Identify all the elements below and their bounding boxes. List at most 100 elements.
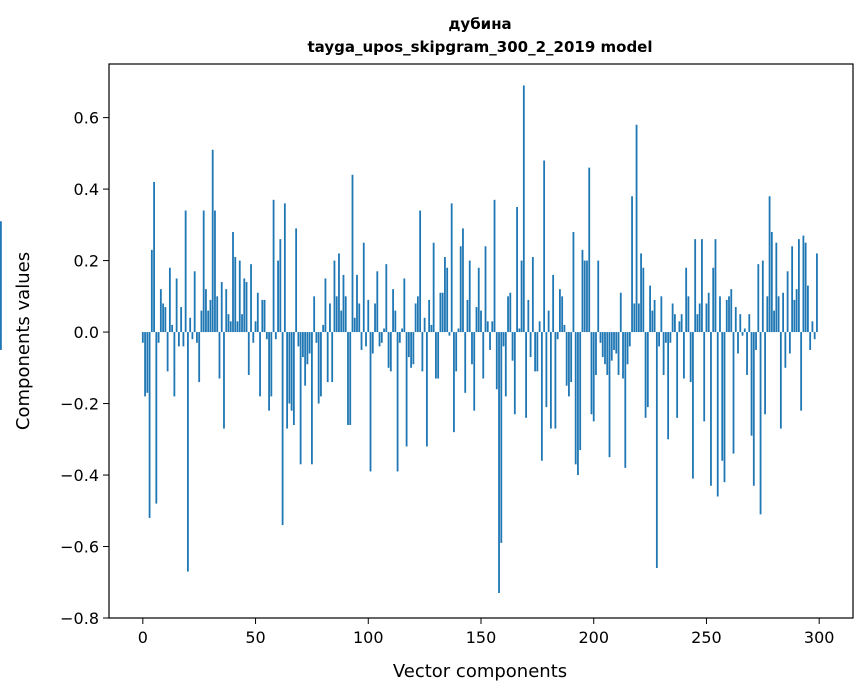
- bar-35: [220, 282, 223, 333]
- bar-153: [486, 321, 489, 333]
- bar-160: [502, 332, 505, 347]
- bar-188: [565, 332, 568, 386]
- bar-114: [398, 332, 401, 343]
- bar-109: [387, 332, 390, 368]
- bar-210: [615, 332, 618, 354]
- bar-56: [268, 332, 270, 411]
- bar-47: [247, 332, 250, 375]
- bar-94: [353, 317, 356, 333]
- bar-293: [802, 235, 805, 333]
- x-tick-label: 0: [138, 628, 148, 647]
- bar-274: [759, 332, 762, 515]
- bar-39: [229, 321, 232, 333]
- bar-138: [453, 332, 455, 433]
- bar-5: [153, 181, 155, 333]
- bar-191: [572, 231, 575, 333]
- bar-12: [168, 267, 171, 333]
- bar-110: [389, 332, 392, 372]
- bar-164: [511, 332, 514, 361]
- bar-29: [207, 310, 210, 333]
- bar-100: [367, 299, 370, 333]
- bar-225: [649, 285, 651, 333]
- bar-89: [342, 274, 345, 333]
- bar-81: [324, 278, 327, 333]
- bar-54: [263, 299, 266, 333]
- bar-76: [313, 296, 316, 333]
- bar-71: [301, 332, 304, 358]
- bar-253: [712, 267, 715, 333]
- bar-265: [739, 314, 742, 333]
- bar-168: [520, 260, 523, 333]
- bar-112: [394, 310, 397, 333]
- bar-187: [563, 324, 566, 333]
- bar-170: [525, 332, 527, 418]
- bar-25: [198, 332, 201, 383]
- bar-224: [646, 332, 649, 408]
- x-tick-label: 100: [353, 628, 384, 647]
- bar-201: [595, 332, 597, 375]
- bar-50: [254, 321, 257, 333]
- bar-120: [412, 332, 415, 365]
- bar-147: [473, 332, 476, 411]
- bar-200: [592, 332, 595, 422]
- bar-214: [624, 332, 627, 468]
- bar-59: [274, 332, 277, 340]
- bar-205: [604, 332, 606, 365]
- bar-272: [755, 332, 757, 350]
- y-tick-label: −0.2: [60, 395, 99, 414]
- x-tick-label: 50: [245, 628, 265, 647]
- bar-45: [243, 278, 246, 333]
- bar-257: [721, 332, 724, 461]
- bar-135: [446, 267, 449, 333]
- bar-52: [259, 332, 261, 397]
- bar-254: [714, 239, 717, 333]
- bar-245: [694, 239, 697, 333]
- x-tick-label: 250: [691, 628, 722, 647]
- bar-139: [455, 332, 458, 372]
- bar-84: [331, 332, 334, 383]
- bar-121: [414, 303, 417, 333]
- bar-259: [725, 299, 728, 333]
- bar-199: [590, 332, 593, 415]
- bar-3: [148, 332, 151, 518]
- bar-117: [405, 332, 408, 447]
- bar-215: [626, 332, 629, 365]
- bar-275: [761, 260, 764, 333]
- bar-28: [205, 289, 207, 333]
- x-tick-label: 300: [804, 628, 835, 647]
- bar-111: [392, 289, 394, 333]
- x-tick-label: 200: [578, 628, 609, 647]
- bar-9: [162, 303, 165, 333]
- bar-38: [227, 314, 230, 333]
- bar-268: [746, 332, 748, 375]
- bar-256: [719, 296, 721, 333]
- bar-207: [608, 332, 611, 458]
- bar-115: [401, 328, 403, 333]
- bar-269: [748, 314, 751, 333]
- bar-34: [218, 332, 221, 379]
- bar-285: [784, 332, 787, 368]
- bar-31: [211, 149, 214, 333]
- bar-182: [552, 274, 555, 333]
- bar-69: [297, 332, 300, 347]
- bar-86: [335, 296, 338, 333]
- bar-87: [338, 253, 340, 333]
- chart-subtitle: tayga_upos_skipgram_300_2_2019 model: [308, 38, 653, 56]
- bar-197: [586, 260, 588, 333]
- bar-237: [676, 332, 679, 418]
- bar-221: [640, 253, 642, 333]
- bar-193: [577, 332, 579, 476]
- bar-4: [150, 249, 153, 333]
- x-axis-ticks: 0 50 100 150 200 250 300: [138, 618, 835, 647]
- bar-40: [232, 231, 234, 333]
- bar-251: [707, 292, 710, 333]
- bar-262: [732, 332, 735, 454]
- bar-203: [599, 332, 602, 343]
- bar-42: [236, 321, 239, 333]
- bar-80: [322, 324, 325, 333]
- bar-129: [432, 242, 435, 333]
- bar-63: [283, 203, 286, 333]
- bar-1: [144, 332, 146, 397]
- bar-13: [171, 324, 174, 333]
